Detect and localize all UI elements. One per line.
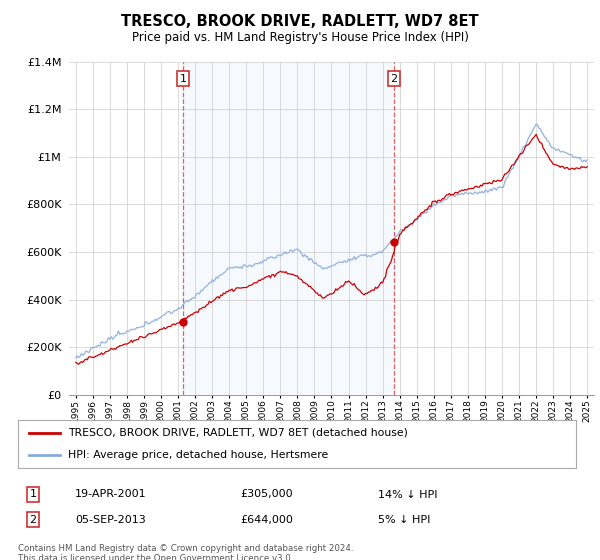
Text: 1: 1 [29, 489, 37, 500]
Text: 19-APR-2001: 19-APR-2001 [75, 489, 146, 500]
Text: 2: 2 [391, 73, 398, 83]
Text: Price paid vs. HM Land Registry's House Price Index (HPI): Price paid vs. HM Land Registry's House … [131, 31, 469, 44]
Text: This data is licensed under the Open Government Licence v3.0.: This data is licensed under the Open Gov… [18, 554, 293, 560]
Text: 5% ↓ HPI: 5% ↓ HPI [378, 515, 430, 525]
Text: TRESCO, BROOK DRIVE, RADLETT, WD7 8ET: TRESCO, BROOK DRIVE, RADLETT, WD7 8ET [121, 14, 479, 29]
Text: HPI: Average price, detached house, Hertsmere: HPI: Average price, detached house, Hert… [68, 450, 328, 460]
Bar [183, 62, 394, 395]
Text: 05-SEP-2013: 05-SEP-2013 [75, 515, 146, 525]
Text: TRESCO, BROOK DRIVE, RADLETT, WD7 8ET (detached house): TRESCO, BROOK DRIVE, RADLETT, WD7 8ET (d… [68, 428, 408, 438]
Text: 1: 1 [179, 73, 187, 83]
Text: Contains HM Land Registry data © Crown copyright and database right 2024.: Contains HM Land Registry data © Crown c… [18, 544, 353, 553]
Text: £644,000: £644,000 [240, 515, 293, 525]
Text: 14% ↓ HPI: 14% ↓ HPI [378, 489, 437, 500]
Text: £305,000: £305,000 [240, 489, 293, 500]
Text: 2: 2 [29, 515, 37, 525]
